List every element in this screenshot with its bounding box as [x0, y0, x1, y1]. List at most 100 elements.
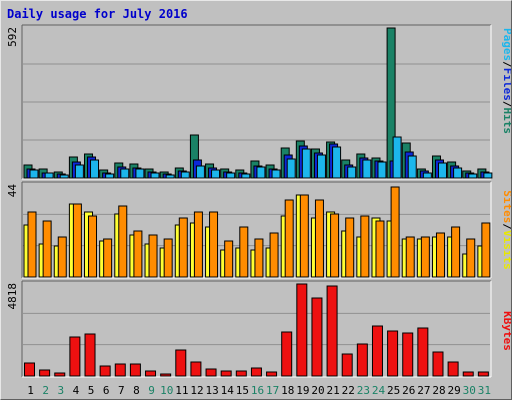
bar-kbytes-day-5 — [84, 333, 96, 377]
bar-kbytes-day-27 — [417, 327, 429, 377]
bar-sites-day-22 — [345, 217, 355, 278]
bar-kbytes-day-3 — [54, 372, 66, 377]
bar-kbytes-day-26 — [402, 332, 414, 377]
day-label-27: 27 — [417, 384, 430, 397]
bar-sites-day-21 — [330, 213, 340, 278]
legend-bottom-part: KBytes — [501, 311, 511, 351]
bar-sites-day-2 — [42, 220, 52, 278]
bar-pages-day-20 — [316, 154, 326, 179]
bar-sites-day-30 — [466, 238, 476, 278]
bar-pages-day-18 — [286, 158, 296, 179]
day-label-5: 5 — [88, 384, 95, 397]
bar-kbytes-day-22 — [341, 353, 353, 377]
day-label-21: 21 — [327, 384, 340, 397]
bar-sites-day-20 — [314, 199, 324, 278]
bar-kbytes-day-12 — [190, 361, 202, 377]
day-label-23: 23 — [357, 384, 370, 397]
legend-top: Pages/Files/Hits — [501, 28, 511, 134]
bar-pages-day-30 — [468, 173, 478, 179]
bar-pages-day-24 — [377, 161, 387, 179]
bar-pages-day-25 — [392, 136, 402, 179]
bar-sites-day-11 — [178, 217, 188, 278]
bar-pages-day-23 — [362, 159, 372, 179]
day-label-3: 3 — [58, 384, 65, 397]
bar-pages-day-1 — [29, 169, 39, 179]
bar-sites-day-14 — [224, 240, 234, 278]
bar-kbytes-day-17 — [266, 371, 278, 377]
bar-pages-day-7 — [120, 168, 130, 179]
day-label-25: 25 — [387, 384, 400, 397]
legend-top-part: / — [501, 61, 511, 68]
day-label-24: 24 — [372, 384, 386, 397]
bar-kbytes-day-24 — [371, 325, 383, 377]
bar-pages-day-10 — [165, 174, 175, 179]
bar-pages-day-9 — [150, 172, 160, 179]
day-label-1: 1 — [27, 384, 34, 397]
bar-kbytes-day-21 — [326, 285, 338, 377]
bar-kbytes-day-4 — [69, 336, 81, 377]
bar-kbytes-day-7 — [114, 363, 126, 377]
bar-sites-day-29 — [451, 226, 461, 278]
bar-kbytes-day-30 — [462, 371, 474, 377]
day-label-12: 12 — [190, 384, 203, 397]
bar-kbytes-day-18 — [281, 331, 293, 377]
bar-pages-day-21 — [332, 146, 342, 179]
bar-kbytes-day-25 — [387, 330, 399, 377]
day-label-18: 18 — [281, 384, 294, 397]
day-label-7: 7 — [118, 384, 125, 397]
day-label-20: 20 — [311, 384, 324, 397]
bar-sites-day-17 — [269, 232, 279, 278]
legend-middle-part: Sites — [501, 190, 511, 223]
bar-sites-day-23 — [360, 215, 370, 278]
day-label-11: 11 — [175, 384, 188, 397]
day-label-14: 14 — [221, 384, 235, 397]
bar-pages-day-16 — [256, 166, 266, 179]
bar-sites-day-16 — [254, 238, 264, 278]
bar-kbytes-day-15 — [235, 370, 247, 377]
bar-sites-day-8 — [133, 230, 143, 278]
bar-sites-day-31 — [481, 222, 491, 278]
day-label-9: 9 — [148, 384, 155, 397]
bar-sites-day-6 — [103, 238, 113, 278]
y-max-label: 4818 — [6, 283, 19, 310]
bar-sites-day-28 — [435, 232, 445, 278]
bar-sites-day-13 — [209, 211, 219, 278]
bar-sites-day-5 — [88, 215, 98, 278]
bar-pages-day-5 — [90, 159, 100, 179]
bar-pages-day-11 — [180, 171, 190, 179]
bar-pages-day-19 — [301, 148, 311, 179]
bar-kbytes-day-19 — [296, 283, 308, 377]
bar-sites-day-26 — [405, 236, 415, 278]
bar-kbytes-day-13 — [205, 368, 217, 377]
bar-pages-day-28 — [437, 162, 447, 179]
bar-pages-day-8 — [135, 168, 145, 179]
day-label-31: 31 — [478, 384, 491, 397]
bar-pages-day-12 — [195, 165, 205, 179]
day-label-2: 2 — [42, 384, 49, 397]
bar-sites-day-15 — [239, 226, 249, 278]
bar-kbytes-day-11 — [175, 349, 187, 377]
day-label-15: 15 — [236, 384, 249, 397]
bar-pages-day-17 — [271, 169, 281, 179]
panel-top: 592 — [6, 24, 493, 180]
bar-kbytes-day-14 — [220, 370, 232, 377]
day-label-28: 28 — [432, 384, 445, 397]
legend-top-part: Pages — [501, 28, 511, 61]
legend-top-part: Files — [501, 68, 511, 101]
y-max-label: 44 — [6, 184, 19, 198]
bar-pages-day-27 — [422, 172, 432, 179]
bar-pages-day-3 — [59, 174, 69, 179]
day-label-16: 16 — [251, 384, 264, 397]
bar-kbytes-day-31 — [477, 371, 489, 377]
day-label-6: 6 — [103, 384, 110, 397]
panel-bottom: 4818 — [6, 280, 492, 378]
bar-kbytes-day-2 — [39, 369, 51, 377]
bar-sites-day-19 — [299, 194, 309, 278]
bar-pages-day-26 — [407, 155, 417, 179]
bar-pages-day-22 — [347, 166, 357, 179]
bar-kbytes-day-23 — [356, 343, 368, 377]
bar-kbytes-day-8 — [129, 363, 141, 377]
bar-sites-day-25 — [390, 186, 400, 278]
